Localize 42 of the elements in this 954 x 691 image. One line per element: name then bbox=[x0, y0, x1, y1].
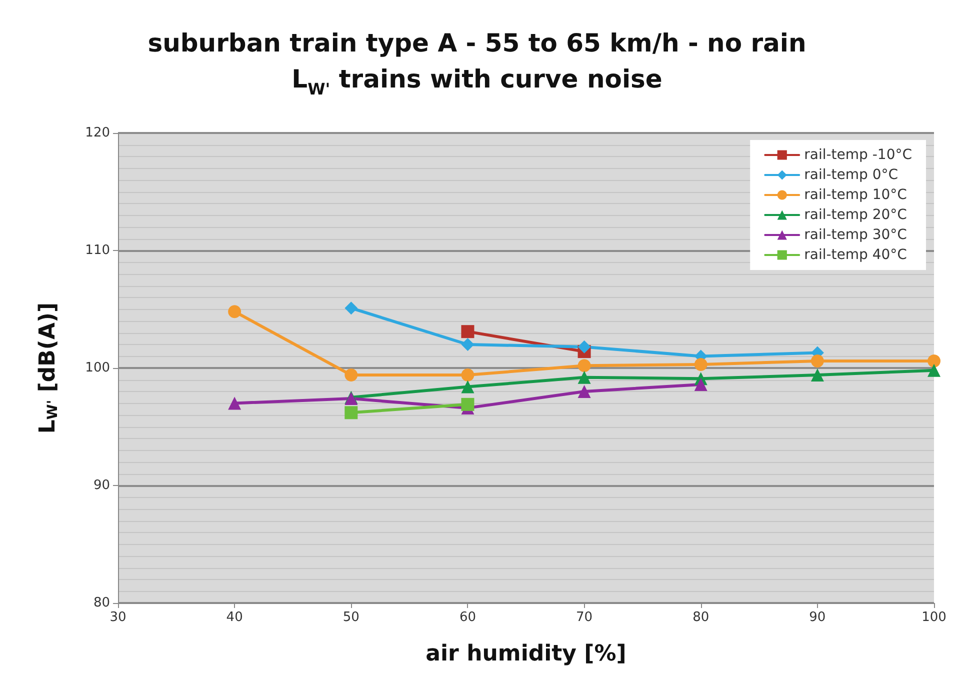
point bbox=[344, 302, 358, 315]
legend-label: rail-temp 20°C bbox=[804, 207, 908, 223]
x-tick-label: 70 bbox=[576, 610, 593, 625]
point bbox=[344, 368, 358, 382]
point bbox=[228, 305, 242, 318]
legend-label: rail-temp 0°C bbox=[804, 167, 898, 183]
legend-label: rail-temp 10°C bbox=[804, 187, 908, 203]
point bbox=[461, 398, 474, 411]
legend-label: rail-temp 30°C bbox=[804, 227, 908, 243]
point bbox=[578, 359, 591, 372]
x-tick-label: 50 bbox=[342, 610, 360, 625]
y-tick-label: 80 bbox=[93, 596, 110, 610]
x-tick-label: 40 bbox=[226, 610, 243, 625]
point bbox=[228, 396, 242, 410]
point bbox=[810, 368, 824, 382]
point bbox=[461, 338, 474, 351]
y-tick-label: 120 bbox=[85, 126, 110, 140]
point bbox=[694, 378, 708, 391]
x-tick-label: 30 bbox=[110, 610, 126, 625]
x-tick-label: 60 bbox=[459, 610, 476, 625]
legend-label: rail-temp 40°C bbox=[804, 247, 908, 263]
point bbox=[461, 368, 474, 382]
point bbox=[578, 385, 591, 398]
x-tick-label: 100 bbox=[922, 610, 946, 625]
point bbox=[461, 325, 474, 338]
y-tick-label: 110 bbox=[85, 243, 110, 258]
point bbox=[928, 354, 940, 368]
y-axis-title: LW' [dB(A)] bbox=[36, 302, 61, 434]
chart-title: suburban train type A - 55 to 65 km/h - no rain bbox=[148, 28, 806, 58]
point bbox=[578, 370, 591, 384]
x-tick-label: 90 bbox=[809, 610, 826, 625]
point bbox=[344, 406, 358, 420]
point bbox=[578, 340, 591, 354]
x-tick-label: 80 bbox=[692, 610, 710, 625]
y-tick-label: 100 bbox=[85, 360, 110, 376]
point bbox=[810, 354, 824, 368]
x-axis-title: air humidity [%] bbox=[426, 642, 626, 666]
legend-label: rail-temp -10°C bbox=[804, 147, 912, 163]
y-tick-label: 90 bbox=[93, 478, 110, 493]
point bbox=[928, 364, 940, 377]
point bbox=[694, 358, 708, 371]
point bbox=[461, 380, 474, 394]
